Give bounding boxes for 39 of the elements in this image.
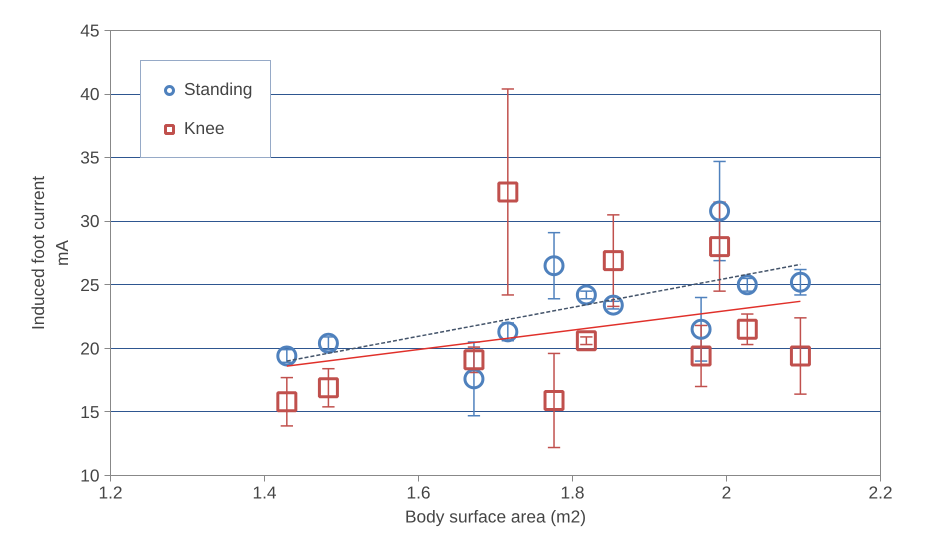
legend-label: Standing — [184, 79, 252, 100]
point — [276, 391, 298, 412]
point — [497, 321, 518, 342]
point — [318, 377, 339, 398]
y-tick-label: 40 — [80, 84, 100, 104]
point — [690, 318, 712, 340]
point — [736, 318, 758, 340]
point — [318, 332, 339, 354]
point — [463, 349, 484, 370]
x-tick-label: 2 — [722, 482, 732, 502]
y-tick-label: 30 — [80, 211, 100, 232]
x-tick-label: 1.4 — [252, 482, 277, 502]
point — [602, 250, 624, 272]
x-tick-label: 1.2 — [98, 482, 123, 502]
y-tick-label: 15 — [80, 402, 100, 422]
point — [790, 345, 811, 366]
point — [576, 284, 597, 306]
point — [736, 274, 758, 296]
point — [544, 255, 565, 276]
legend-label: Knee — [184, 118, 224, 139]
x-tick-label: 2.2 — [868, 482, 893, 502]
point — [544, 390, 565, 411]
point — [576, 330, 597, 352]
y-tick-label: 45 — [80, 20, 100, 40]
x-tick-label: 1.6 — [406, 482, 431, 502]
y-tick-label: 20 — [80, 338, 100, 358]
y-axis-title: Induced foot current mA — [28, 176, 72, 330]
point — [709, 236, 730, 258]
point — [276, 346, 298, 366]
x-tick-label: 1.8 — [560, 482, 585, 502]
x-axis-title: Body surface area (m2) — [404, 506, 586, 526]
point — [602, 294, 624, 316]
point — [690, 345, 712, 366]
y-tick-label: 35 — [80, 148, 100, 168]
y-tick-label: 10 — [80, 466, 100, 486]
point — [709, 200, 730, 222]
point — [497, 181, 518, 202]
point — [790, 272, 811, 293]
y-tick-label: 25 — [80, 274, 100, 295]
